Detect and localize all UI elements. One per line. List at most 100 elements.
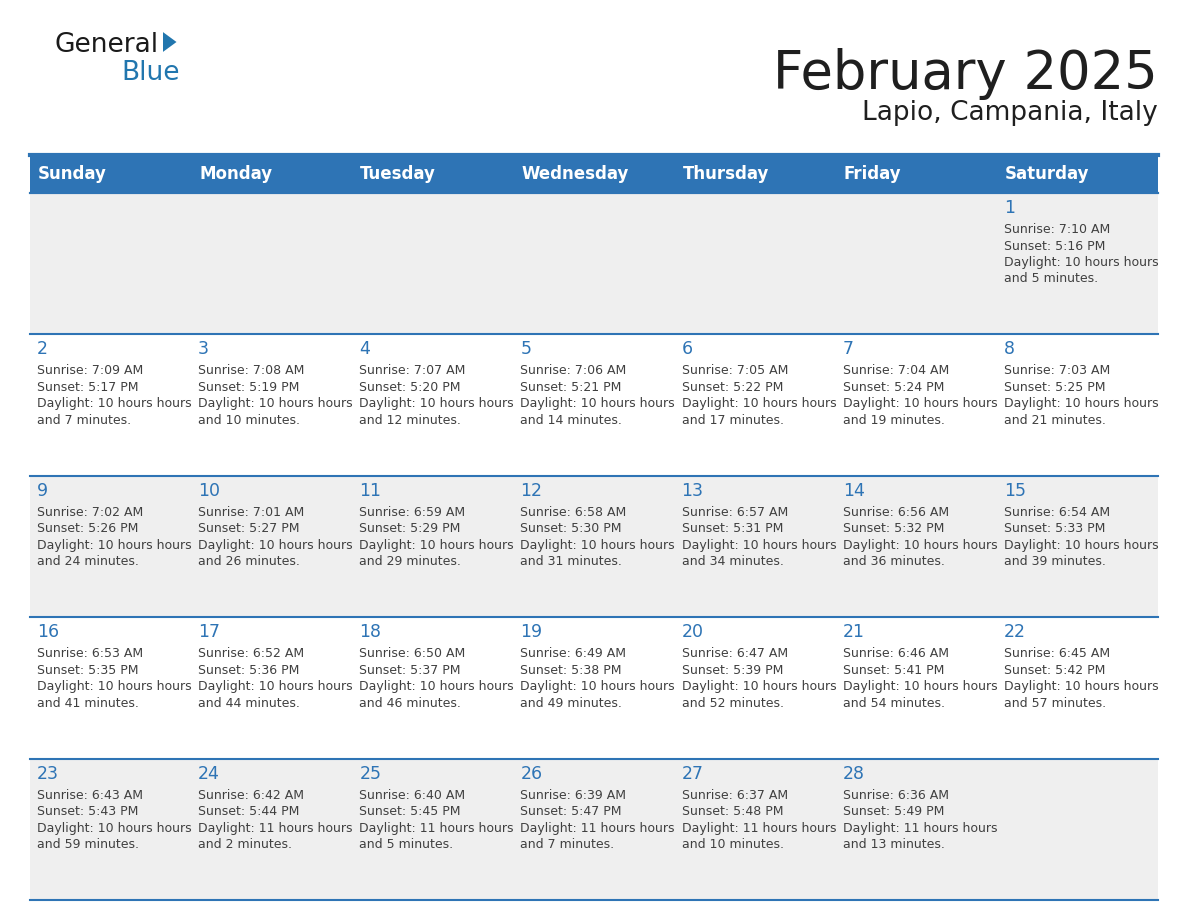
Text: Sunrise: 7:06 AM: Sunrise: 7:06 AM — [520, 364, 627, 377]
Text: 21: 21 — [842, 623, 865, 641]
Text: Sunset: 5:26 PM: Sunset: 5:26 PM — [37, 522, 138, 535]
Bar — [30, 758, 1158, 900]
Text: and 34 minutes.: and 34 minutes. — [682, 555, 783, 568]
Bar — [30, 193, 1158, 334]
Text: 16: 16 — [37, 623, 59, 641]
Text: 22: 22 — [1004, 623, 1026, 641]
Text: Sunset: 5:48 PM: Sunset: 5:48 PM — [682, 805, 783, 818]
Text: Sunset: 5:38 PM: Sunset: 5:38 PM — [520, 664, 623, 677]
Text: Daylight: 10 hours hours: Daylight: 10 hours hours — [37, 397, 191, 410]
Text: Sunrise: 6:59 AM: Sunrise: 6:59 AM — [359, 506, 466, 519]
Text: Daylight: 10 hours hours: Daylight: 10 hours hours — [37, 680, 191, 693]
Text: 27: 27 — [682, 765, 703, 783]
Text: Sunset: 5:17 PM: Sunset: 5:17 PM — [37, 381, 139, 394]
Text: Sunset: 5:43 PM: Sunset: 5:43 PM — [37, 805, 138, 818]
Text: 1: 1 — [1004, 199, 1015, 217]
Text: 18: 18 — [359, 623, 381, 641]
Text: and 17 minutes.: and 17 minutes. — [682, 414, 784, 427]
Text: Daylight: 10 hours hours: Daylight: 10 hours hours — [1004, 539, 1158, 552]
Text: Blue: Blue — [121, 60, 179, 86]
Text: and 46 minutes.: and 46 minutes. — [359, 697, 461, 710]
Text: Sunset: 5:45 PM: Sunset: 5:45 PM — [359, 805, 461, 818]
Text: 12: 12 — [520, 482, 543, 499]
Text: 25: 25 — [359, 765, 381, 783]
Text: Tuesday: Tuesday — [360, 165, 436, 183]
Text: Daylight: 10 hours hours: Daylight: 10 hours hours — [520, 680, 675, 693]
Text: Sunset: 5:30 PM: Sunset: 5:30 PM — [520, 522, 623, 535]
Text: 6: 6 — [682, 341, 693, 358]
Text: Sunrise: 6:53 AM: Sunrise: 6:53 AM — [37, 647, 143, 660]
Text: Sunset: 5:39 PM: Sunset: 5:39 PM — [682, 664, 783, 677]
Text: 26: 26 — [520, 765, 543, 783]
Text: and 5 minutes.: and 5 minutes. — [359, 838, 454, 851]
Text: 9: 9 — [37, 482, 49, 499]
Text: 13: 13 — [682, 482, 703, 499]
Text: Daylight: 10 hours hours: Daylight: 10 hours hours — [198, 397, 353, 410]
Bar — [30, 476, 1158, 617]
Text: 28: 28 — [842, 765, 865, 783]
Text: Sunrise: 7:03 AM: Sunrise: 7:03 AM — [1004, 364, 1110, 377]
Text: Daylight: 10 hours hours: Daylight: 10 hours hours — [842, 539, 998, 552]
Text: Daylight: 11 hours hours: Daylight: 11 hours hours — [198, 822, 353, 834]
Text: Sunrise: 6:50 AM: Sunrise: 6:50 AM — [359, 647, 466, 660]
Text: Thursday: Thursday — [683, 165, 769, 183]
Text: Sunrise: 6:43 AM: Sunrise: 6:43 AM — [37, 789, 143, 801]
Text: Sunrise: 6:45 AM: Sunrise: 6:45 AM — [1004, 647, 1110, 660]
Text: General: General — [55, 32, 159, 58]
Text: Daylight: 11 hours hours: Daylight: 11 hours hours — [682, 822, 836, 834]
Text: Sunrise: 6:36 AM: Sunrise: 6:36 AM — [842, 789, 949, 801]
Text: Sunset: 5:37 PM: Sunset: 5:37 PM — [359, 664, 461, 677]
Text: 2: 2 — [37, 341, 48, 358]
Text: Wednesday: Wednesday — [522, 165, 628, 183]
Text: Sunrise: 7:09 AM: Sunrise: 7:09 AM — [37, 364, 144, 377]
Text: Sunrise: 6:40 AM: Sunrise: 6:40 AM — [359, 789, 466, 801]
Text: Daylight: 10 hours hours: Daylight: 10 hours hours — [359, 680, 514, 693]
Text: Sunrise: 6:56 AM: Sunrise: 6:56 AM — [842, 506, 949, 519]
Text: and 26 minutes.: and 26 minutes. — [198, 555, 301, 568]
Text: Daylight: 10 hours hours: Daylight: 10 hours hours — [359, 397, 514, 410]
Text: Sunset: 5:16 PM: Sunset: 5:16 PM — [1004, 240, 1105, 252]
Text: Sunrise: 7:05 AM: Sunrise: 7:05 AM — [682, 364, 788, 377]
Text: Sunset: 5:27 PM: Sunset: 5:27 PM — [198, 522, 299, 535]
Text: Daylight: 10 hours hours: Daylight: 10 hours hours — [359, 539, 514, 552]
Text: Monday: Monday — [200, 165, 272, 183]
Bar — [30, 617, 1158, 758]
Text: Sunrise: 7:10 AM: Sunrise: 7:10 AM — [1004, 223, 1110, 236]
Text: and 36 minutes.: and 36 minutes. — [842, 555, 944, 568]
Text: and 24 minutes.: and 24 minutes. — [37, 555, 139, 568]
Text: Sunrise: 6:46 AM: Sunrise: 6:46 AM — [842, 647, 949, 660]
Text: and 49 minutes.: and 49 minutes. — [520, 697, 623, 710]
Text: Sunset: 5:32 PM: Sunset: 5:32 PM — [842, 522, 944, 535]
Text: Sunrise: 7:01 AM: Sunrise: 7:01 AM — [198, 506, 304, 519]
Text: Sunset: 5:41 PM: Sunset: 5:41 PM — [842, 664, 944, 677]
Text: 4: 4 — [359, 341, 371, 358]
Text: 7: 7 — [842, 341, 854, 358]
Text: Sunrise: 6:54 AM: Sunrise: 6:54 AM — [1004, 506, 1110, 519]
Text: Daylight: 10 hours hours: Daylight: 10 hours hours — [842, 397, 998, 410]
Polygon shape — [163, 32, 177, 52]
Text: Daylight: 10 hours hours: Daylight: 10 hours hours — [520, 539, 675, 552]
Text: and 31 minutes.: and 31 minutes. — [520, 555, 623, 568]
Text: Sunrise: 7:07 AM: Sunrise: 7:07 AM — [359, 364, 466, 377]
Text: and 10 minutes.: and 10 minutes. — [682, 838, 784, 851]
Text: Sunrise: 7:04 AM: Sunrise: 7:04 AM — [842, 364, 949, 377]
Text: Sunset: 5:49 PM: Sunset: 5:49 PM — [842, 805, 944, 818]
Text: Sunday: Sunday — [38, 165, 107, 183]
Text: 8: 8 — [1004, 341, 1015, 358]
Text: Sunrise: 6:39 AM: Sunrise: 6:39 AM — [520, 789, 626, 801]
Text: Daylight: 10 hours hours: Daylight: 10 hours hours — [37, 822, 191, 834]
Text: Sunset: 5:31 PM: Sunset: 5:31 PM — [682, 522, 783, 535]
Text: Daylight: 11 hours hours: Daylight: 11 hours hours — [359, 822, 513, 834]
Text: 5: 5 — [520, 341, 531, 358]
Text: Sunset: 5:44 PM: Sunset: 5:44 PM — [198, 805, 299, 818]
Text: Sunrise: 7:02 AM: Sunrise: 7:02 AM — [37, 506, 144, 519]
Text: Sunrise: 6:49 AM: Sunrise: 6:49 AM — [520, 647, 626, 660]
Text: and 5 minutes.: and 5 minutes. — [1004, 273, 1098, 285]
Text: 24: 24 — [198, 765, 220, 783]
Text: Daylight: 10 hours hours: Daylight: 10 hours hours — [682, 539, 836, 552]
Text: Sunrise: 6:47 AM: Sunrise: 6:47 AM — [682, 647, 788, 660]
Text: 10: 10 — [198, 482, 220, 499]
Text: Friday: Friday — [843, 165, 902, 183]
Text: Sunset: 5:29 PM: Sunset: 5:29 PM — [359, 522, 461, 535]
Text: Sunset: 5:36 PM: Sunset: 5:36 PM — [198, 664, 299, 677]
